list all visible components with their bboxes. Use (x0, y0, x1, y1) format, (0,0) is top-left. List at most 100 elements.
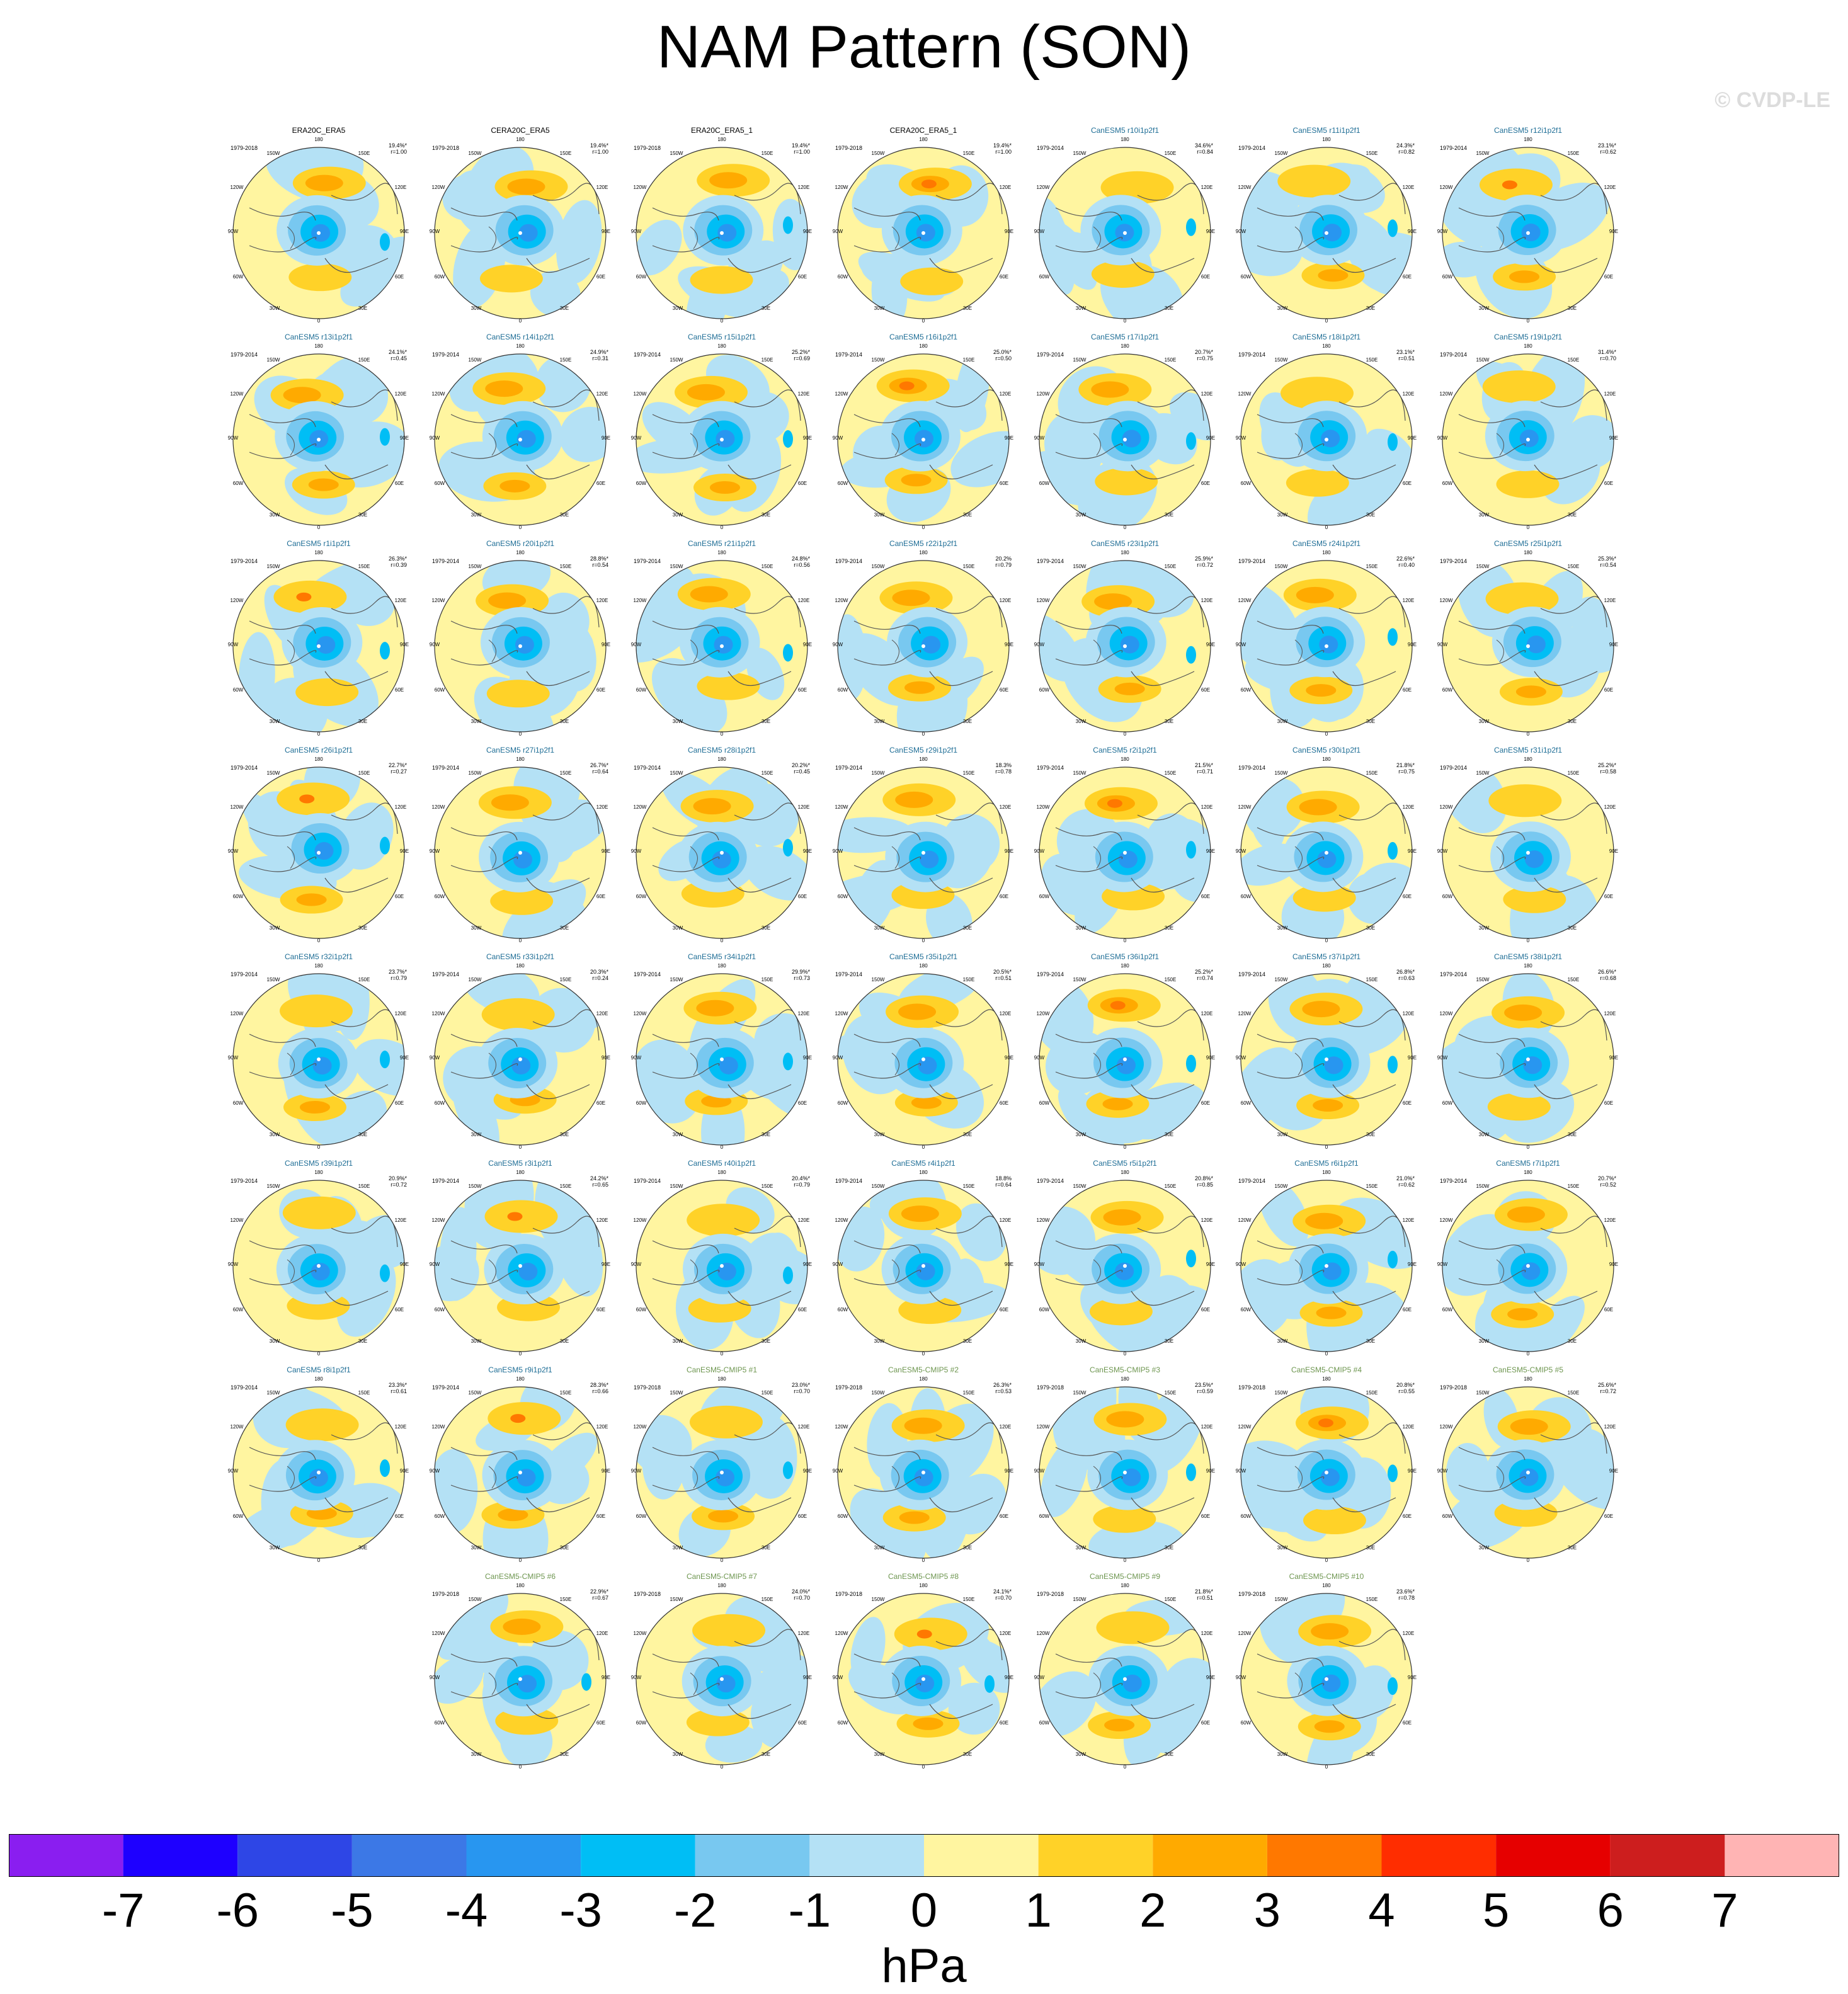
longitude-label: 30W (1277, 1338, 1288, 1344)
panel-title: CanESM5 r16i1p2f1 (889, 333, 958, 341)
colorbar-tick-label: -7 (101, 1884, 145, 1937)
panel-title: CERA20C_ERA5_1 (889, 126, 957, 135)
polar-map: 180 150W 150E 120W 120E 90W 90E 60W 60E 30W 30E 0 (833, 1170, 1013, 1357)
longitude-label: 120W (835, 598, 848, 603)
longitude-label: 90W (1437, 1262, 1448, 1267)
longitude-label: 120E (1403, 598, 1415, 603)
longitude-label: 120W (231, 391, 244, 397)
longitude-label: 90E (602, 1262, 610, 1267)
longitude-label: 150W (267, 977, 280, 983)
longitude-label: 30E (560, 1132, 569, 1137)
longitude-label: 30W (874, 512, 885, 518)
longitude-label: 60E (1000, 894, 1008, 899)
polar-map: 180 150W 150E 120W 120E 90W 90E 60W 60E 30W 30E 0 (228, 756, 409, 943)
longitude-label: 120W (1440, 185, 1453, 190)
longitude-label: 120E (798, 1424, 810, 1430)
longitude-label: 150E (963, 977, 975, 983)
polar-map: 180 150W 150E 120W 120E 90W 90E 60W 60E 30W 30E 0 (1034, 1376, 1215, 1563)
longitude-label: 30E (560, 1545, 569, 1551)
longitude-label: 60W (838, 274, 848, 280)
longitude-label: 90W (631, 435, 642, 441)
map-panel: CERA20C_ERA5_1 1979-2018 19.4%* r=1.00 180 15… (829, 126, 1018, 328)
panel-pattern-corr: r=0.74 (1197, 975, 1213, 981)
panel-title: CanESM5 r3i1p2f1 (488, 1159, 552, 1168)
longitude-label: 120E (395, 391, 407, 397)
longitude-label: 150E (963, 1597, 975, 1602)
panel-stats: 24.8%* r=0.56 (792, 555, 810, 568)
polar-map: 180 150W 150E 120W 120E 90W 90E 60W 60E 30W 30E 0 (1437, 137, 1618, 324)
longitude-label: 180 (1322, 1170, 1331, 1175)
longitude-label: 30W (471, 305, 482, 311)
longitude-label: 60W (1039, 1100, 1050, 1106)
longitude-label: 60E (1604, 274, 1613, 280)
panel-variance-pct: 20.4%* (791, 1175, 810, 1182)
panel-variance-pct: 25.2%* (791, 349, 810, 355)
longitude-label: 90W (1034, 848, 1045, 854)
longitude-label: 60E (395, 1100, 404, 1106)
panel-variance-pct: 20.2% (995, 555, 1012, 562)
polar-map: 180 150W 150E 120W 120E 90W 90E 60W 60E 30W 30E 0 (1236, 1170, 1417, 1357)
longitude-label: 30E (358, 719, 367, 724)
panel-years: 1979-2014 (1440, 1178, 1468, 1184)
panel-title: CanESM5 r4i1p2f1 (891, 1159, 955, 1168)
map-panel: CanESM5 r8i1p2f1 1979-2014 23.3%* r=0.61 180… (224, 1365, 413, 1567)
longitude-label: 120E (1604, 391, 1616, 397)
longitude-label: 30E (761, 512, 770, 518)
polar-map: 180 150W 150E 120W 120E 90W 90E 60W 60E 30W 30E 0 (228, 137, 409, 324)
map-panel: CanESM5-CMIP5 #10 1979-2018 23.6%* r=0.78 18… (1232, 1572, 1421, 1774)
longitude-label: 60W (1442, 481, 1453, 486)
longitude-label: 120W (1037, 598, 1050, 603)
longitude-label: 150W (1275, 1390, 1288, 1396)
longitude-label: 90E (400, 848, 409, 854)
colorbar-tick-label: -1 (788, 1884, 831, 1937)
longitude-label: 120W (1440, 598, 1453, 603)
longitude-label: 0 (1527, 731, 1530, 737)
longitude-label: 90E (1005, 1468, 1013, 1474)
panel-years: 1979-2018 (835, 1384, 863, 1391)
panel-years: 1979-2018 (1037, 1384, 1064, 1391)
panel-years: 1979-2014 (835, 1178, 863, 1184)
longitude-label: 0 (1325, 1144, 1328, 1150)
longitude-label: 150E (1366, 564, 1378, 569)
longitude-label: 30E (1366, 925, 1375, 931)
panel-pattern-corr: r=0.75 (1197, 355, 1213, 362)
longitude-label: 150W (1476, 151, 1490, 156)
panel-years: 1979-2014 (1037, 1178, 1064, 1184)
longitude-label: 150W (469, 1597, 482, 1602)
longitude-label: 60W (233, 894, 244, 899)
panel-variance-pct: 23.7%* (388, 969, 407, 975)
longitude-label: 150W (670, 1183, 683, 1189)
colorbar-tick-label: 1 (1025, 1884, 1052, 1937)
longitude-label: 120E (395, 1424, 407, 1430)
longitude-label: 120W (432, 391, 445, 397)
longitude-label: 60E (1403, 894, 1412, 899)
map-panel: CanESM5 r23i1p2f1 1979-2014 25.9%* r=0.72 18… (1030, 539, 1219, 741)
longitude-label: 90W (430, 1055, 440, 1061)
longitude-label: 60E (1201, 687, 1210, 693)
panel-pattern-corr: r=0.56 (794, 562, 810, 568)
longitude-label: 180 (1322, 343, 1331, 349)
panel-variance-pct: 21.5%* (1194, 762, 1213, 768)
map-panel: CanESM5 r11i1p2f1 1979-2014 24.3%* r=0.82 18… (1232, 126, 1421, 328)
longitude-label: 0 (1124, 1764, 1127, 1770)
longitude-label: 30E (963, 1545, 972, 1551)
panel-title: CanESM5-CMIP5 #8 (887, 1572, 959, 1581)
colorbar-tick-label: 5 (1482, 1884, 1510, 1937)
longitude-label: 150W (670, 357, 683, 363)
panel-stats: 26.3%* r=0.39 (389, 555, 407, 568)
longitude-label: 30W (270, 1338, 280, 1344)
longitude-label: 90W (430, 848, 440, 854)
panel-years: 1979-2018 (432, 145, 460, 151)
longitude-label: 120E (1201, 804, 1213, 810)
longitude-label: 120E (596, 804, 608, 810)
panel-stats: 24.2%* r=0.65 (590, 1175, 608, 1188)
panel-stats: 20.3%* r=0.24 (590, 969, 608, 981)
longitude-label: 120W (1238, 1424, 1252, 1430)
watermark: © CVDP-LE (1714, 88, 1830, 112)
panel-stats: 28.3%* r=0.66 (590, 1382, 608, 1394)
map-panel: CanESM5 r37i1p2f1 1979-2014 26.8%* r=0.63 18… (1232, 952, 1421, 1154)
polar-map: 180 150W 150E 120W 120E 90W 90E 60W 60E 30W 30E 0 (833, 137, 1013, 324)
panel-title: CanESM5-CMIP5 #4 (1291, 1365, 1362, 1374)
longitude-label: 90W (228, 435, 239, 441)
panel-pattern-corr: r=0.70 (794, 1388, 810, 1394)
